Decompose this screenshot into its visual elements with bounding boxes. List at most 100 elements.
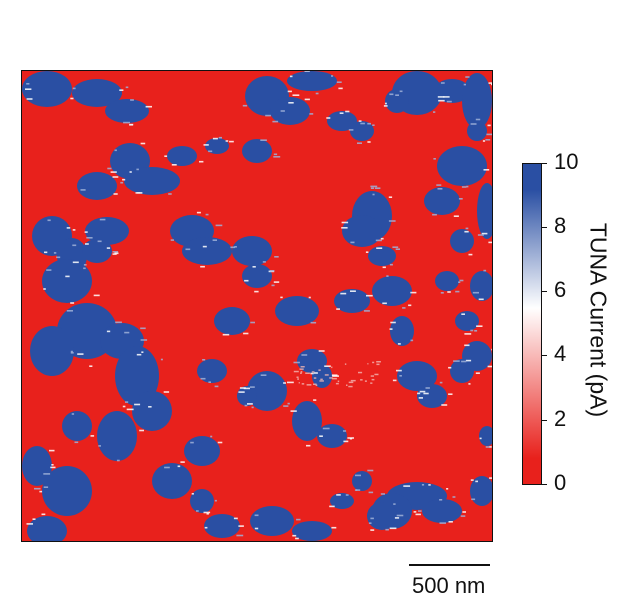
speckle bbox=[367, 141, 371, 143]
speckle bbox=[389, 263, 393, 266]
speckle bbox=[461, 360, 467, 363]
conductive-domain bbox=[242, 264, 272, 288]
speckle bbox=[458, 198, 463, 200]
speckle bbox=[301, 383, 305, 385]
speckle bbox=[200, 265, 205, 268]
conductive-domain bbox=[132, 391, 172, 431]
speckle bbox=[53, 252, 57, 254]
speckle bbox=[72, 229, 76, 231]
speckle bbox=[242, 104, 248, 107]
speckle bbox=[339, 112, 344, 114]
conductive-domain bbox=[470, 271, 492, 301]
speckle bbox=[356, 489, 361, 491]
speckle bbox=[388, 196, 393, 198]
speckle bbox=[341, 221, 349, 224]
speckle bbox=[418, 397, 423, 399]
speckle bbox=[70, 302, 75, 304]
speckle bbox=[39, 490, 43, 493]
speckle bbox=[370, 185, 378, 188]
conductive-domains bbox=[22, 71, 492, 541]
conductive-domain bbox=[397, 361, 437, 391]
conductive-domain bbox=[167, 146, 197, 166]
speckle bbox=[273, 281, 280, 283]
speckle bbox=[251, 406, 254, 409]
conductive-domain bbox=[242, 139, 272, 163]
speckle bbox=[370, 375, 374, 377]
speckle bbox=[136, 353, 142, 356]
speckle bbox=[290, 410, 297, 412]
conductive-domain bbox=[292, 401, 322, 441]
speckle bbox=[395, 248, 400, 250]
speckle bbox=[488, 82, 492, 84]
speckle bbox=[350, 379, 356, 382]
speckle bbox=[372, 361, 375, 364]
speckle bbox=[252, 266, 256, 268]
conductive-domain bbox=[462, 73, 492, 129]
speckle bbox=[320, 378, 323, 381]
speckle bbox=[440, 292, 444, 294]
speckle bbox=[202, 359, 206, 361]
speckle bbox=[487, 365, 492, 368]
speckle bbox=[313, 372, 318, 374]
speckle bbox=[439, 522, 446, 524]
speckle bbox=[229, 140, 234, 143]
speckle bbox=[304, 71, 310, 72]
speckle bbox=[49, 449, 55, 452]
speckle bbox=[185, 248, 191, 251]
speckle bbox=[212, 137, 218, 140]
speckle bbox=[26, 98, 33, 100]
speckle bbox=[336, 494, 341, 496]
speckle bbox=[487, 124, 491, 127]
speckle bbox=[446, 100, 452, 103]
speckle bbox=[341, 227, 348, 229]
speckle bbox=[180, 461, 185, 463]
conductive-domain bbox=[455, 311, 479, 331]
speckle bbox=[329, 377, 333, 379]
conductive-domain bbox=[312, 364, 332, 388]
speckle bbox=[432, 213, 437, 216]
speckle bbox=[345, 110, 350, 113]
speckle bbox=[385, 528, 389, 531]
speckle bbox=[126, 408, 134, 411]
speckle bbox=[47, 219, 51, 222]
speckle bbox=[113, 193, 118, 195]
speckle bbox=[488, 241, 492, 244]
speckle bbox=[300, 372, 302, 374]
conductive-domain bbox=[342, 215, 382, 247]
speckle bbox=[313, 383, 317, 385]
speckle bbox=[374, 373, 379, 376]
conductive-domain bbox=[417, 384, 447, 408]
speckle bbox=[360, 379, 363, 381]
speckle bbox=[486, 133, 492, 136]
speckle bbox=[110, 171, 117, 173]
speckle bbox=[274, 256, 279, 258]
speckle bbox=[123, 121, 130, 124]
conductive-domain bbox=[385, 89, 409, 113]
speckle bbox=[389, 93, 394, 96]
speckle bbox=[370, 382, 373, 384]
conductive-domain bbox=[105, 99, 149, 123]
speckle bbox=[461, 313, 465, 315]
speckle bbox=[288, 102, 294, 104]
speckle bbox=[119, 89, 124, 91]
conductive-domain bbox=[424, 187, 460, 215]
speckle bbox=[313, 399, 317, 401]
speckle bbox=[349, 437, 353, 440]
speckle bbox=[376, 361, 381, 363]
conductive-domain bbox=[85, 217, 129, 245]
speckle bbox=[331, 374, 338, 376]
conductive-domain bbox=[275, 296, 319, 326]
speckle bbox=[299, 368, 304, 370]
speckle bbox=[218, 136, 222, 139]
speckle bbox=[493, 297, 494, 299]
colorbar-tick-4 bbox=[541, 355, 547, 356]
speckle bbox=[243, 387, 250, 390]
speckle bbox=[465, 227, 469, 230]
speckle bbox=[441, 404, 448, 406]
speckle bbox=[26, 523, 33, 525]
speckle bbox=[481, 232, 488, 235]
speckle bbox=[475, 372, 480, 374]
speckle bbox=[304, 98, 310, 101]
speckle bbox=[32, 518, 36, 520]
speckle bbox=[397, 343, 401, 345]
